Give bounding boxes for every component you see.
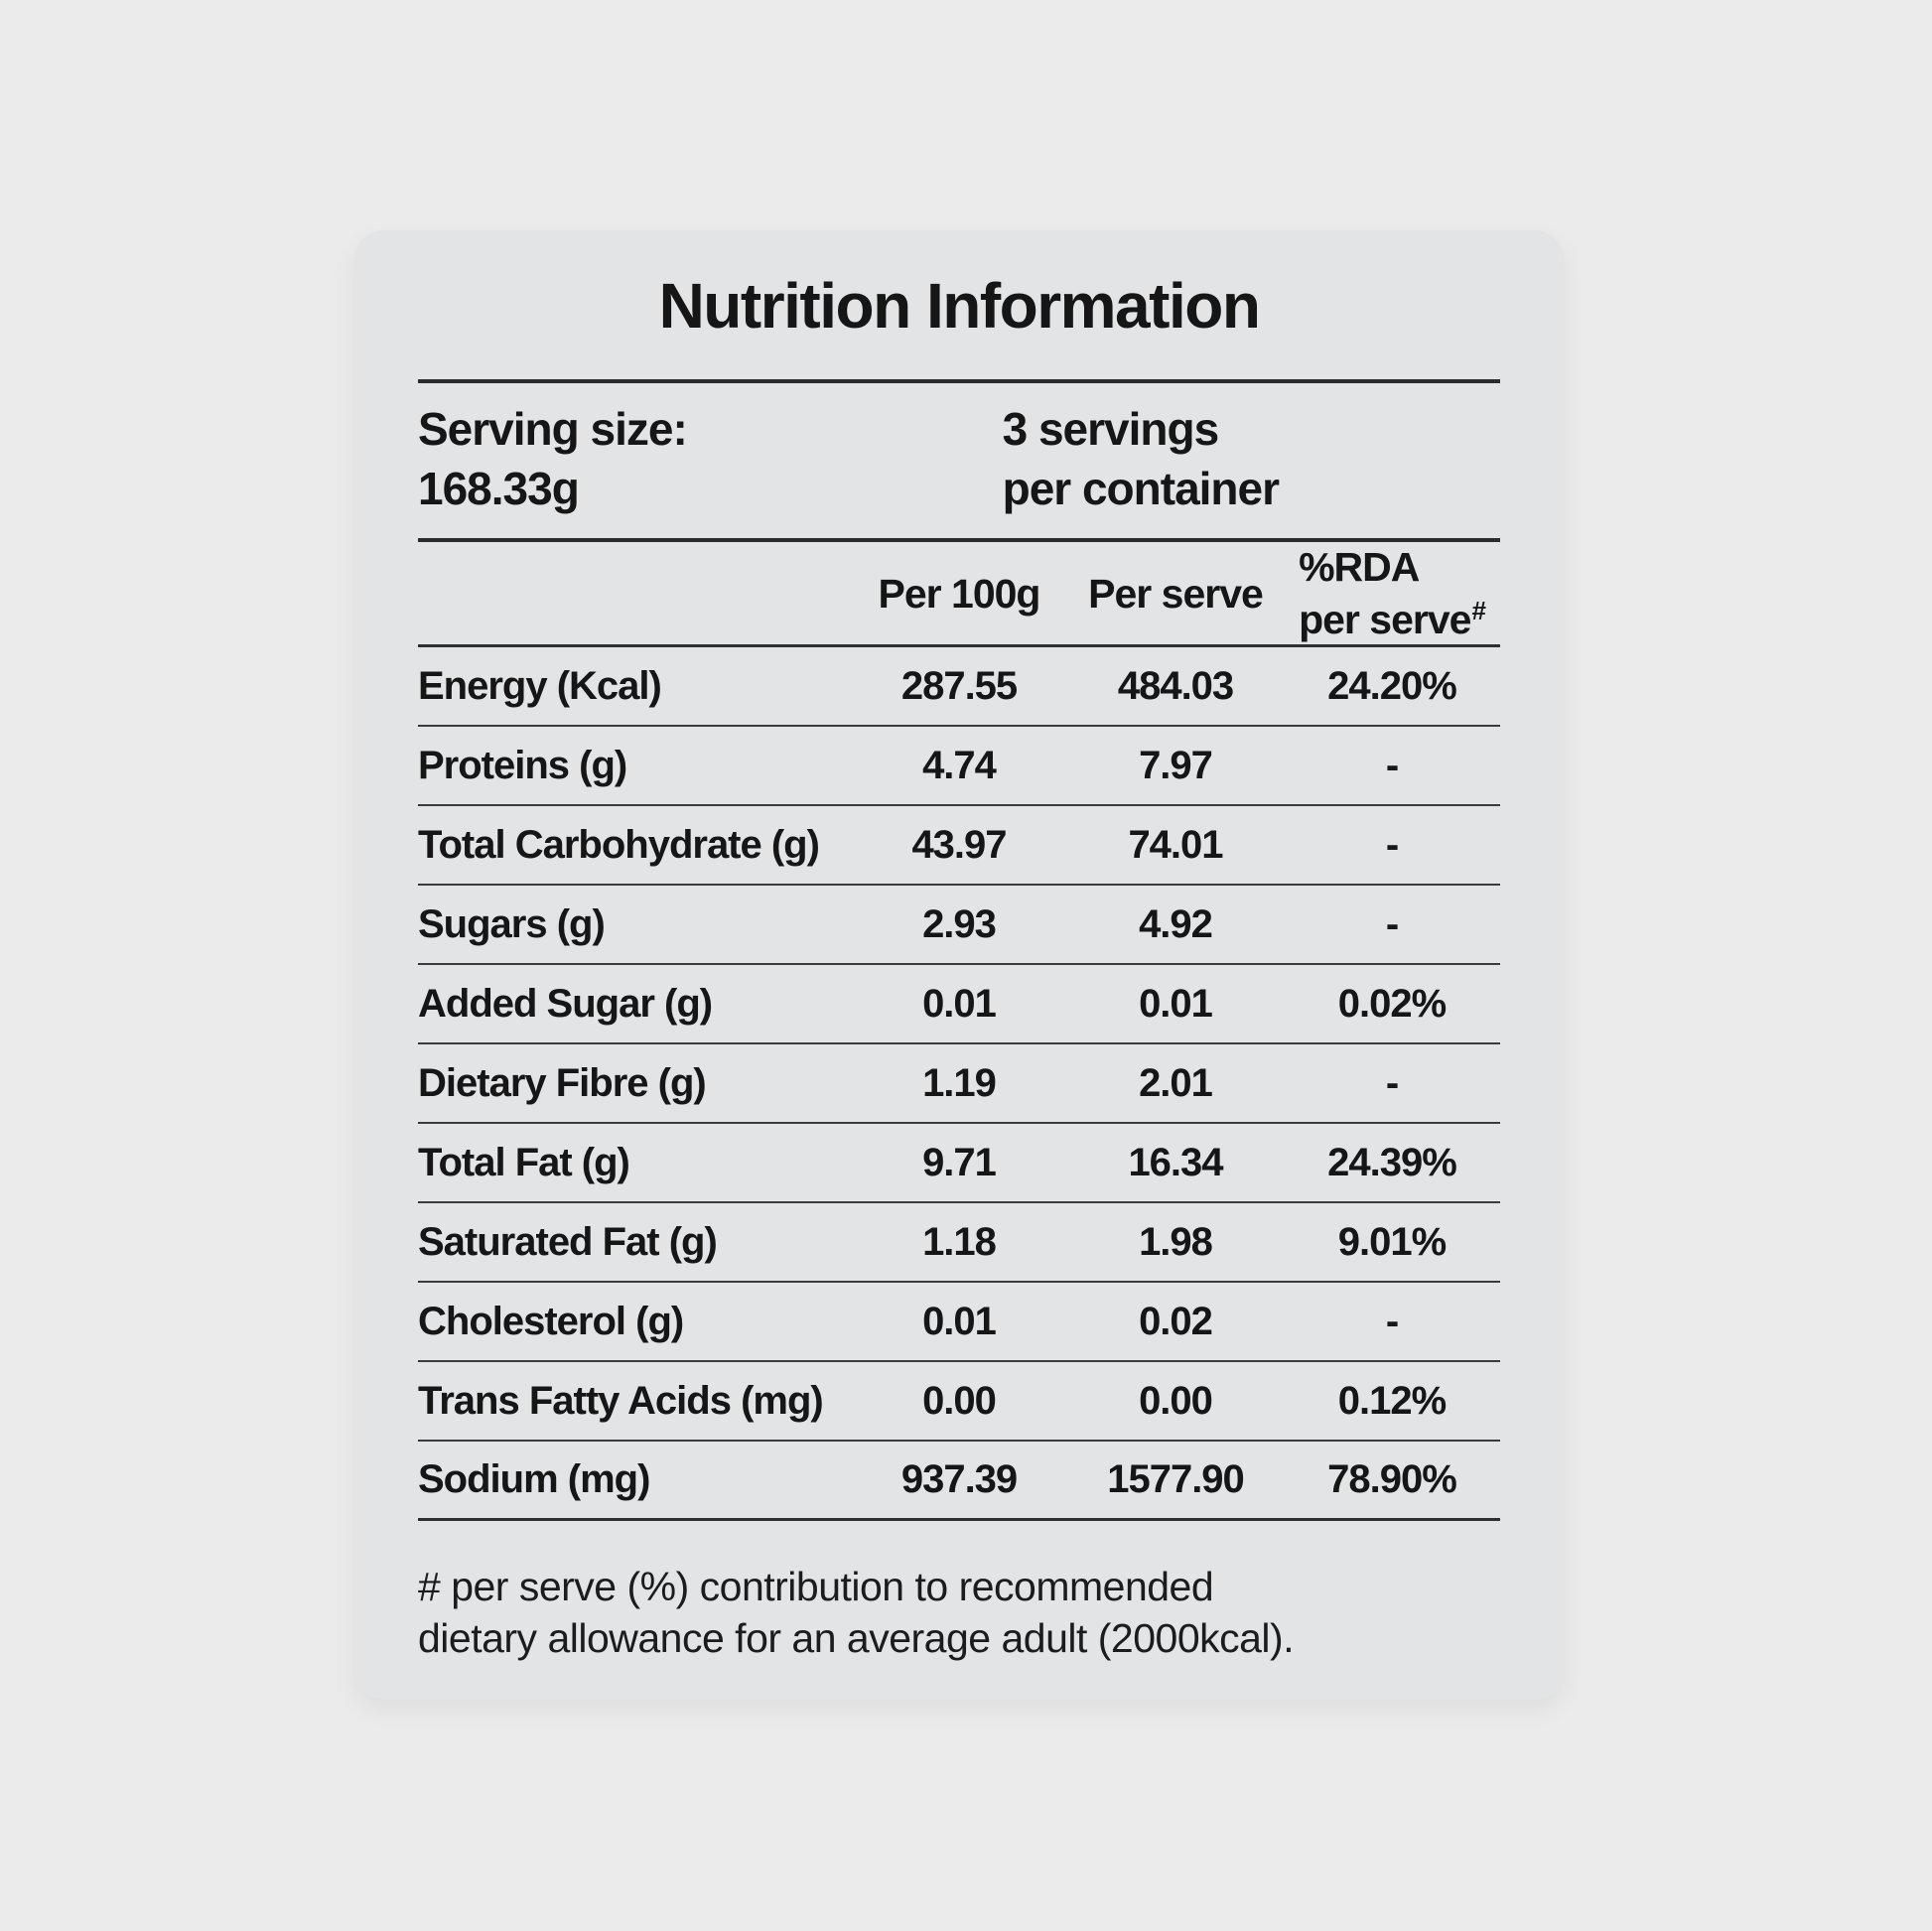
rda-value: - [1385,1299,1399,1343]
col-header-per-serve: Per serve [1088,570,1264,617]
nutrient-name: Cholesterol (g) [418,1299,684,1343]
table-row: Total Carbohydrate (g) 43.97 74.01 - [418,806,1500,886]
serving-size-block: Serving size: 168.33g [418,399,1003,518]
per-100g-value: 4.74 [922,743,997,787]
rda-value: 9.01% [1337,1219,1447,1264]
nutrient-name: Dietary Fibre (g) [418,1060,707,1105]
per-serve-value: 0.01 [1139,981,1213,1026]
per-serve-value: 0.00 [1139,1378,1213,1423]
page-title: Nutrition Information [658,270,1261,342]
per-serve-value: 74.01 [1128,822,1223,867]
serving-size-label: Serving size: [418,403,688,455]
rda-value: - [1385,822,1399,867]
rda-value: 78.90% [1327,1457,1457,1501]
table-row: Sugars (g) 2.93 4.92 - [418,886,1500,965]
per-100g-value: 9.71 [922,1140,997,1184]
rda-value: 0.02% [1337,981,1447,1026]
per-100g-value: 0.01 [922,1299,997,1343]
table-row: Cholesterol (g) 0.01 0.02 - [418,1283,1500,1362]
table-row: Added Sugar (g) 0.01 0.01 0.02% [418,965,1500,1044]
nutrient-name: Proteins (g) [418,743,627,787]
footnote-marker-icon: # [1471,596,1486,625]
per-serve-value: 484.03 [1117,663,1234,708]
per-serve-value: 2.01 [1139,1060,1213,1105]
servings-per-container-block: 3 servings per container [1003,399,1500,518]
servings-count: 3 servings [1002,403,1220,455]
per-serve-value: 7.97 [1139,743,1213,787]
nutrient-name: Saturated Fat (g) [418,1219,718,1264]
per-serve-value: 4.92 [1139,901,1213,946]
per-serve-value: 16.34 [1128,1140,1223,1184]
rda-header-text: %RDA per serve# [1299,544,1486,642]
serving-info-section: Serving size: 168.33g 3 servings per con… [418,383,1500,538]
divider-under-title [418,379,1500,383]
servings-per-container-label: per container [1002,463,1280,514]
nutrient-name: Sodium (mg) [418,1457,650,1501]
nutrient-name: Sugars (g) [418,901,606,946]
rda-value: - [1385,743,1399,787]
nutrient-name: Energy (Kcal) [418,663,662,708]
per-100g-value: 43.97 [911,822,1007,867]
nutrition-label-card: Nutrition Information Serving size: 168.… [354,230,1564,1700]
per-100g-value: 1.18 [922,1219,997,1264]
per-100g-value: 2.93 [922,901,997,946]
nutrient-name: Trans Fatty Acids (mg) [418,1378,824,1423]
table-row: Proteins (g) 4.74 7.97 - [418,727,1500,806]
per-serve-value: 1.98 [1139,1219,1213,1264]
nutrient-name: Total Carbohydrate (g) [418,822,820,867]
table-row: Trans Fatty Acids (mg) 0.00 0.00 0.12% [418,1362,1500,1442]
nutrient-name: Total Fat (g) [418,1140,630,1184]
per-100g-value: 1.19 [922,1060,997,1105]
rda-value: 24.39% [1327,1140,1457,1184]
rda-value: - [1385,1060,1399,1105]
nutrient-name: Added Sugar (g) [418,981,713,1026]
rda-value: - [1385,901,1399,946]
col-header-rda: %RDA per serve# [1284,545,1500,641]
footnote-line-2: dietary allowance for an average adult (… [418,1615,1295,1661]
per-100g-value: 937.39 [900,1457,1018,1501]
per-100g-value: 287.55 [900,663,1018,708]
per-serve-value: 1577.90 [1107,1457,1245,1501]
rda-value: 0.12% [1337,1378,1447,1423]
table-row: Saturated Fat (g) 1.18 1.98 9.01% [418,1203,1500,1283]
serving-size-value: 168.33g [418,463,580,514]
table-row: Energy (Kcal) 287.55 484.03 24.20% [418,647,1500,727]
nutrition-table-body: Energy (Kcal) 287.55 484.03 24.20% Prote… [418,647,1500,1521]
per-100g-value: 0.01 [922,981,997,1026]
per-serve-value: 0.02 [1139,1299,1213,1343]
table-row: Total Fat (g) 9.71 16.34 24.39% [418,1124,1500,1203]
rda-value: 24.20% [1327,663,1457,708]
col-header-per-100g: Per 100g [878,570,1041,617]
divider-under-serving [418,538,1500,542]
per-100g-value: 0.00 [922,1378,997,1423]
footnote-line-1: # per serve (%) contribution to recommen… [418,1564,1214,1609]
table-row: Sodium (mg) 937.39 1577.90 78.90% [418,1442,1500,1521]
table-row: Dietary Fibre (g) 1.19 2.01 - [418,1044,1500,1124]
footnote: # per serve (%) contribution to recommen… [418,1561,1500,1664]
table-header-row: Per 100g Per serve %RDA per serve# [418,542,1500,647]
